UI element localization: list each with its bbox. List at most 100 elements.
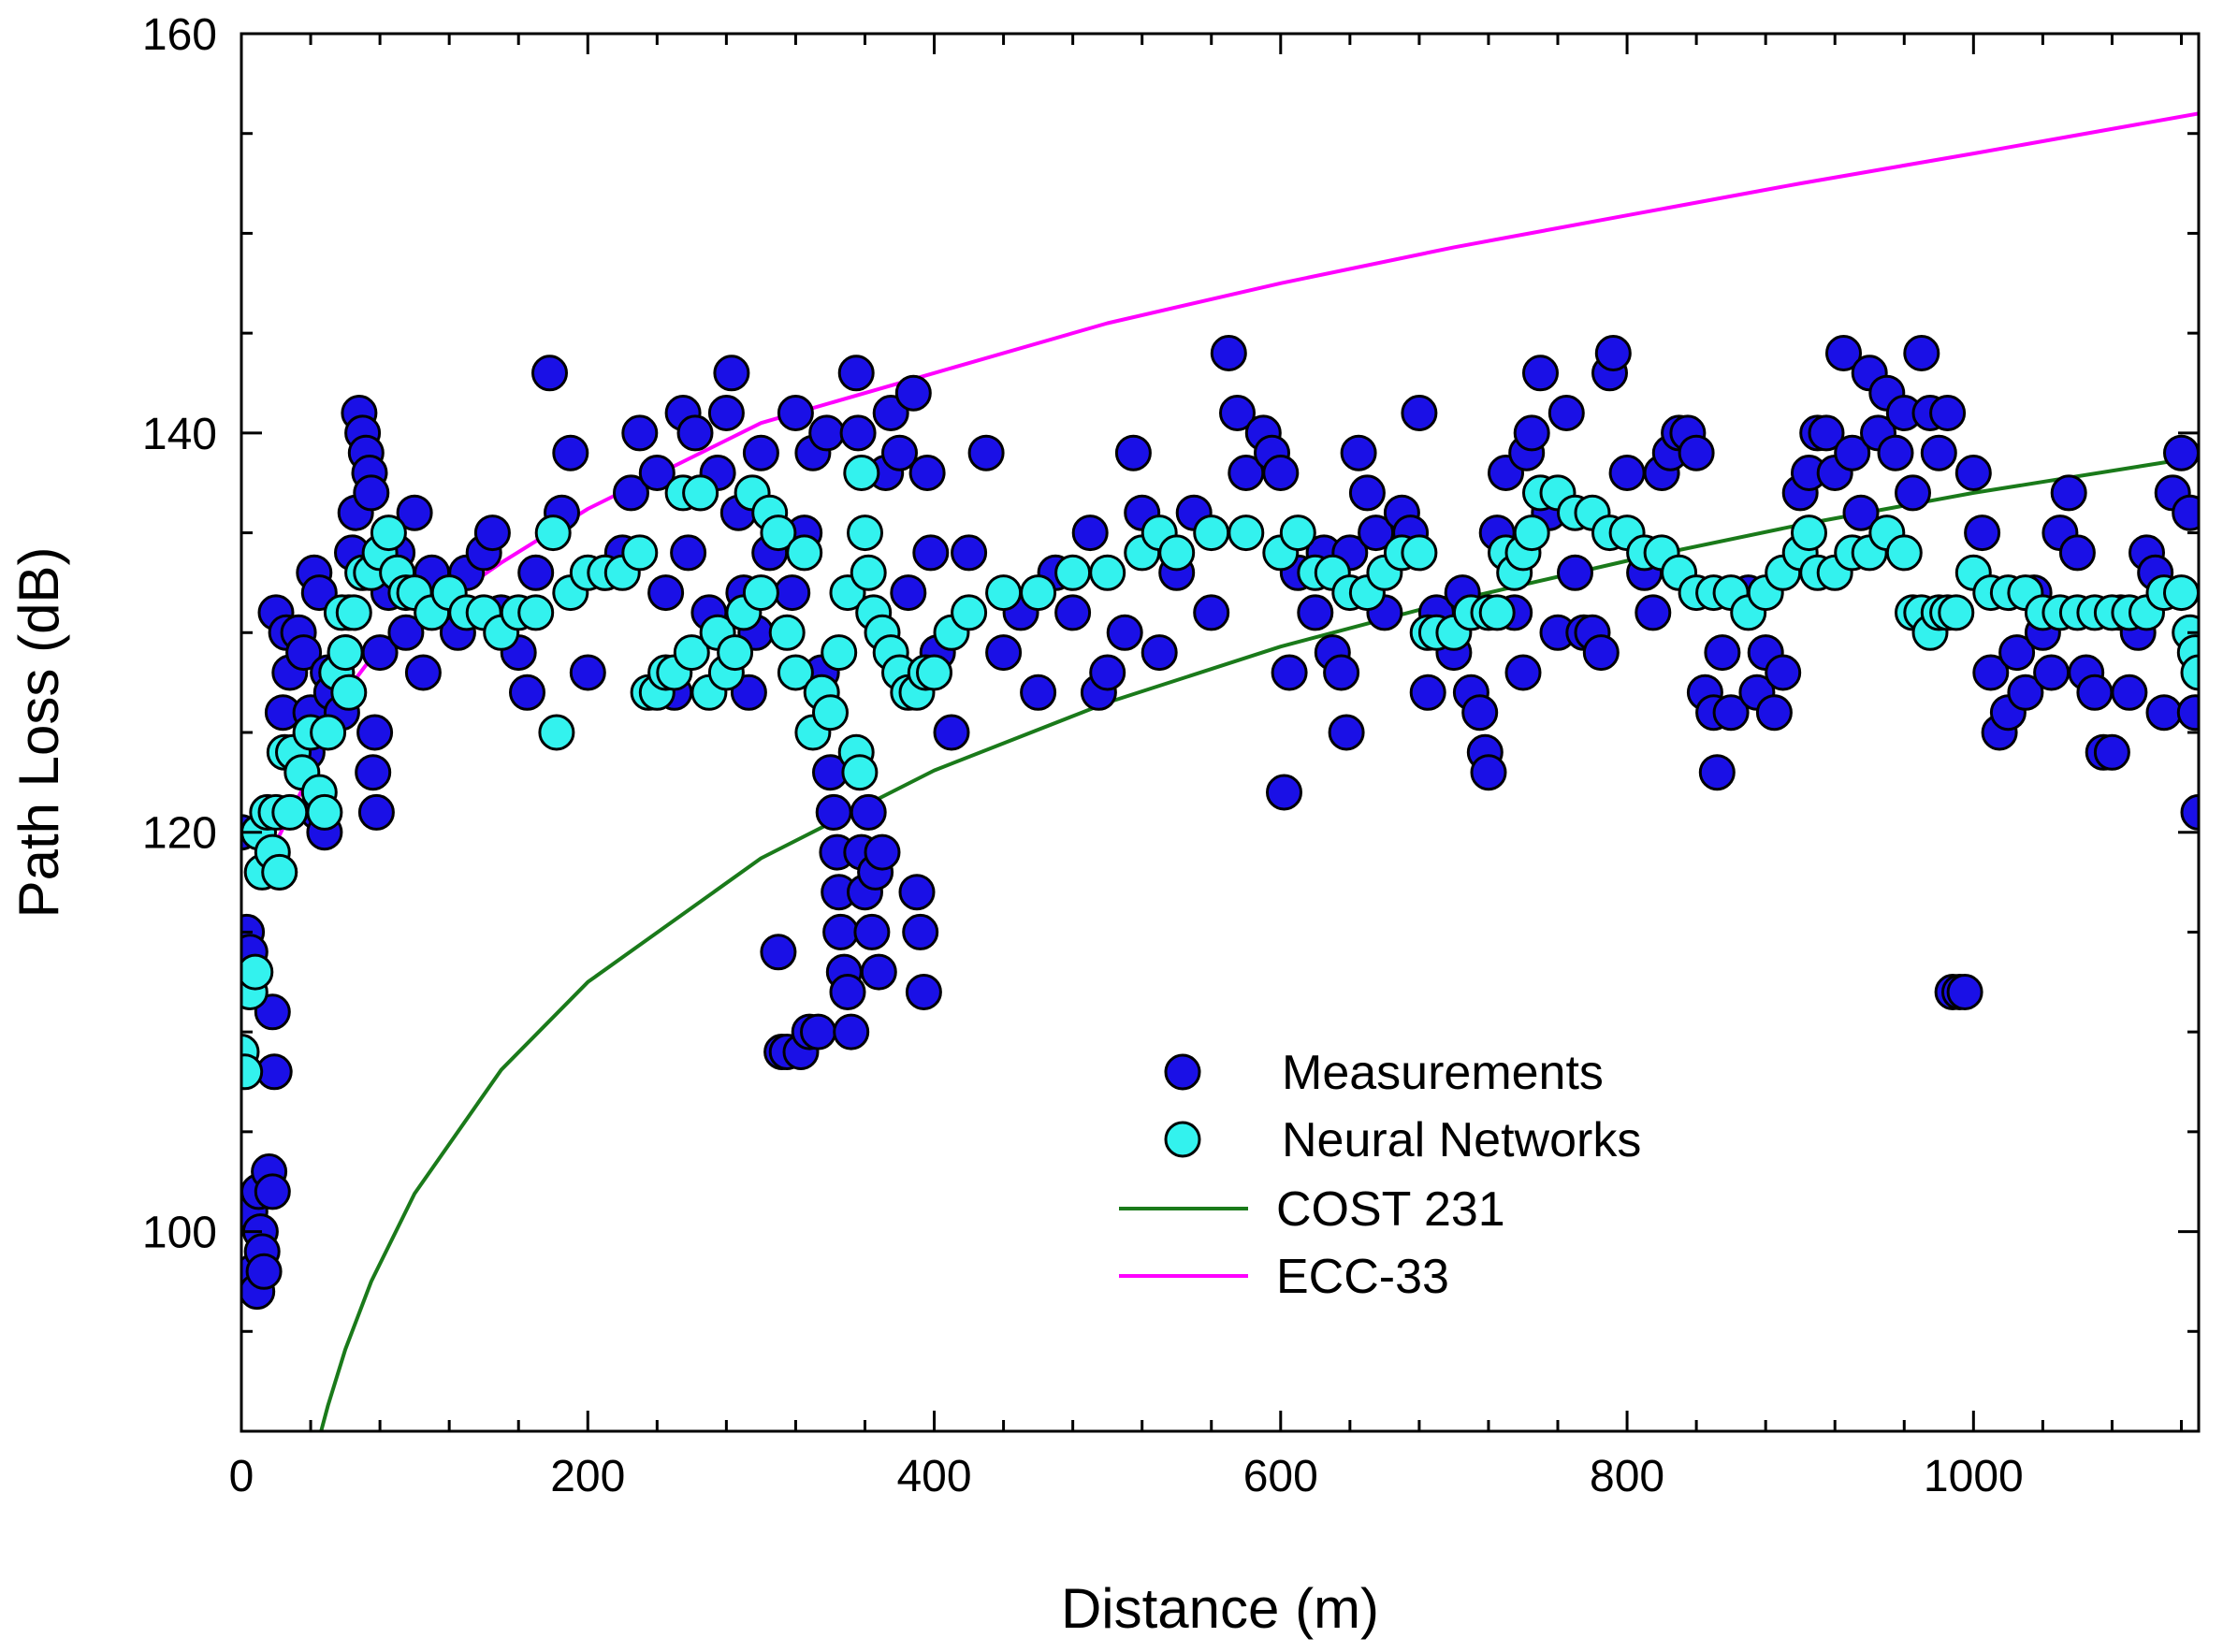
point-measurements <box>2180 793 2199 831</box>
point-measurements <box>1903 335 1940 371</box>
point-measurements <box>1271 654 1308 691</box>
point-measurements <box>1401 395 1438 431</box>
legend-item-measurements: Measurements <box>1164 1046 1604 1100</box>
point-measurements <box>1547 395 1585 431</box>
point-neural-networks <box>1228 514 1265 552</box>
point-measurements <box>621 414 659 452</box>
point-measurements <box>1964 514 2001 552</box>
point-measurements <box>933 714 970 751</box>
point-measurements <box>860 953 897 991</box>
point-neural-networks <box>1020 574 1057 612</box>
point-neural-networks <box>534 514 572 552</box>
point-measurements <box>1522 355 1559 392</box>
point-measurements <box>1825 335 1862 371</box>
point-measurements <box>387 614 425 651</box>
point-neural-networks <box>1478 594 1516 631</box>
point-measurements <box>1704 634 1741 672</box>
point-measurements <box>951 534 988 572</box>
point-measurements <box>864 833 901 871</box>
x-axis-title: Distance (m) <box>1061 1577 1379 1640</box>
point-measurements <box>1323 654 1360 691</box>
point-neural-networks <box>1513 514 1550 552</box>
point-measurements <box>1340 434 1377 471</box>
point-measurements <box>1608 455 1646 491</box>
point-measurements <box>1461 694 1499 732</box>
point-measurements <box>908 455 946 491</box>
point-measurements <box>254 1173 291 1210</box>
point-measurements <box>850 793 887 831</box>
point-neural-networks <box>916 654 952 691</box>
point-measurements <box>1582 634 1620 672</box>
point-measurements <box>517 554 555 591</box>
point-measurements <box>881 434 918 471</box>
x-tick-label: 400 <box>896 1452 971 1501</box>
point-measurements <box>800 1013 836 1051</box>
point-measurements <box>2058 534 2096 572</box>
point-measurements <box>676 414 714 452</box>
legend-label-cost231: COST 231 <box>1276 1182 1505 1237</box>
point-measurements <box>815 793 852 831</box>
point-measurements <box>1678 434 1715 471</box>
point-measurements <box>569 654 606 691</box>
point-measurements <box>1698 754 1736 791</box>
point-neural-networks <box>2180 654 2199 691</box>
point-measurements <box>1106 614 1143 651</box>
point-measurements <box>774 574 811 612</box>
point-measurements <box>839 414 877 452</box>
legend-label-neural-networks: Neural Networks <box>1282 1113 1641 1167</box>
point-neural-networks <box>241 953 274 991</box>
point-measurements <box>1998 634 2036 672</box>
point-measurements <box>1877 434 1914 471</box>
point-measurements <box>1054 594 1092 631</box>
point-measurements <box>822 913 860 950</box>
point-neural-networks <box>673 634 710 672</box>
point-measurements <box>742 434 779 471</box>
point-measurements <box>509 674 545 711</box>
point-neural-networks <box>841 754 879 791</box>
point-measurements <box>905 974 942 1010</box>
point-neural-networks <box>821 634 858 672</box>
point-measurements <box>912 534 950 572</box>
point-measurements <box>837 355 875 392</box>
point-measurements <box>473 514 511 552</box>
point-measurements <box>245 1253 283 1290</box>
point-measurements <box>1089 654 1126 691</box>
point-neural-networks <box>2163 574 2199 612</box>
point-neural-networks <box>621 534 659 572</box>
point-neural-networks <box>1279 514 1316 552</box>
point-measurements <box>1071 514 1109 552</box>
point-neural-networks <box>271 793 309 831</box>
point-measurements <box>1193 594 1230 631</box>
point-measurements <box>808 414 846 452</box>
point-measurements <box>1328 714 1365 751</box>
point-neural-networks <box>330 674 368 711</box>
point-measurements <box>356 714 394 751</box>
y-tick-label: 140 <box>142 410 217 459</box>
point-measurements <box>2076 674 2114 711</box>
point-measurements <box>1808 414 1845 452</box>
point-measurements <box>902 913 939 950</box>
point-measurements <box>396 494 433 531</box>
point-neural-networks <box>310 714 347 751</box>
point-measurements <box>1141 634 1178 672</box>
point-neural-networks <box>1089 554 1126 591</box>
point-measurements <box>404 654 442 691</box>
point-neural-networks <box>1158 534 1196 572</box>
point-measurements <box>829 974 866 1010</box>
point-measurements <box>2007 674 2044 711</box>
point-measurements <box>2163 434 2199 471</box>
point-neural-networks <box>843 455 880 491</box>
point-measurements <box>1946 974 1983 1010</box>
point-measurements <box>1755 694 1793 732</box>
point-measurements <box>531 355 568 392</box>
point-neural-networks <box>241 1053 264 1091</box>
point-measurements <box>1219 395 1256 431</box>
y-tick-label: 120 <box>142 809 217 859</box>
x-tick-label: 0 <box>229 1452 254 1501</box>
point-measurements <box>1920 434 1957 471</box>
x-tick-label: 600 <box>1243 1452 1318 1501</box>
point-measurements <box>894 374 932 412</box>
point-measurements <box>2033 654 2070 691</box>
point-measurements <box>2093 733 2130 771</box>
